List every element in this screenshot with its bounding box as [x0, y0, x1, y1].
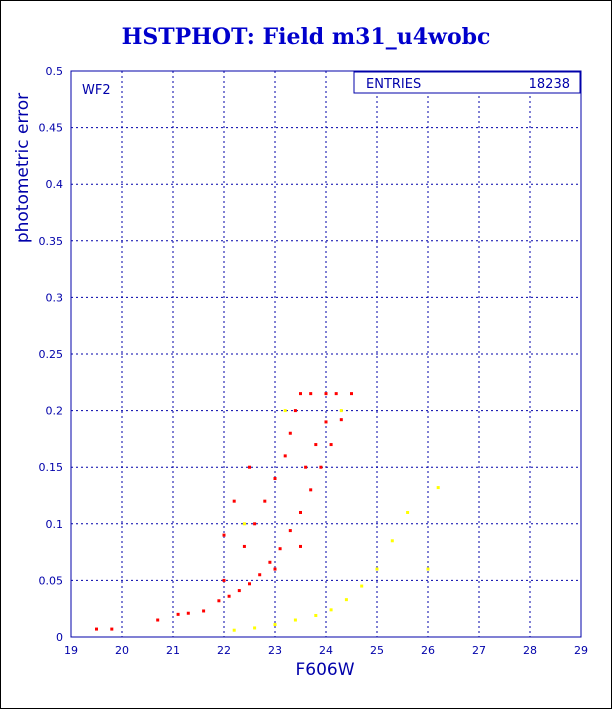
scatter-point [232, 628, 236, 632]
stats-entries-label: ENTRIES [366, 77, 421, 92]
scatter-point [248, 582, 251, 586]
scatter-point [334, 392, 338, 396]
y-tick-label: 0.4 [46, 178, 64, 191]
scatter-point [390, 539, 394, 543]
y-tick-labels: 0 0.05 0.1 0.15 0.2 0.25 0.3 0.35 0.4 0.45 0.5 [39, 65, 64, 644]
x-tick-label: 27 [472, 644, 486, 657]
scatter-point [309, 392, 313, 396]
scatter-point [314, 613, 318, 617]
x-tick-label: 19 [64, 644, 78, 657]
scatter-point [293, 409, 297, 413]
scatter-point [273, 623, 277, 627]
scatter-point [110, 627, 114, 631]
x-tick-label: 26 [421, 644, 435, 657]
panel-label: WF2 [82, 83, 111, 98]
x-tick-label: 20 [115, 644, 129, 657]
scatter-point [329, 608, 333, 612]
scatter-point [339, 418, 343, 422]
data-points [95, 392, 440, 632]
scatter-point [426, 567, 430, 571]
x-tick-label: 29 [574, 644, 588, 657]
scatter-point [253, 522, 257, 526]
x-tick-label: 24 [319, 644, 333, 657]
y-tick-label: 0.05 [39, 574, 64, 587]
scatter-point [360, 584, 364, 588]
scatter-point [299, 510, 302, 514]
scatter-point [319, 465, 323, 469]
x-tick-label: 25 [370, 644, 384, 657]
scatter-point [217, 599, 221, 603]
stats-entries-value: 18238 [529, 77, 570, 92]
scatter-point [242, 544, 246, 548]
plot-area [70, 70, 582, 638]
scatter-point [202, 609, 206, 613]
scatter-point [95, 627, 98, 631]
scatter-point [242, 522, 246, 526]
y-tick-label: 0.35 [39, 235, 64, 248]
scatter-point [288, 431, 292, 435]
grid-lines [70, 70, 582, 638]
y-tick-label: 0.25 [39, 348, 64, 361]
y-tick-label: 0.3 [46, 291, 64, 304]
scatter-point [324, 420, 328, 424]
x-tick-label: 22 [217, 644, 231, 657]
scatter-point [299, 544, 302, 548]
chart-title: HSTPHOT: Field m31_u4wobc [121, 24, 491, 50]
scatter-point [283, 454, 287, 458]
y-tick-label: 0.5 [46, 65, 64, 78]
scatter-point [406, 510, 410, 514]
scatter-point [314, 443, 318, 447]
scatter-point [156, 618, 160, 622]
scatter-point [329, 443, 333, 447]
scatter-point [299, 392, 302, 396]
x-tick-labels: 19 20 21 22 23 24 25 26 27 28 29 [64, 644, 588, 657]
scatter-point [222, 578, 226, 582]
x-tick-label: 23 [268, 644, 282, 657]
scatter-point [232, 499, 236, 503]
scatter-point [258, 573, 262, 577]
scatter-point [350, 392, 353, 396]
scatter-point [375, 567, 379, 571]
scatter-point [273, 477, 277, 481]
x-tick-label: 28 [523, 644, 537, 657]
scatter-point [288, 529, 292, 533]
y-tick-label: 0.2 [46, 405, 64, 418]
scatter-point [304, 465, 308, 469]
scatter-point [227, 594, 231, 598]
scatter-point [324, 392, 328, 396]
y-tick-label: 0.45 [39, 122, 64, 135]
scatter-point [268, 560, 272, 564]
scatter-point [248, 465, 251, 469]
scatter-point [263, 499, 267, 503]
y-tick-label: 0.1 [46, 518, 64, 531]
scatter-point [278, 547, 282, 551]
scatter-point [436, 486, 440, 490]
y-axis-label: photometric error [13, 93, 33, 243]
stats-box: ENTRIES 18238 [353, 71, 581, 94]
scatter-point [237, 589, 241, 593]
scatter-point [283, 409, 287, 413]
scatter-point [222, 533, 226, 537]
scatter-point [253, 626, 257, 630]
x-axis-label: F606W [295, 660, 354, 680]
y-tick-label: 0.15 [39, 461, 64, 474]
scatter-point [309, 488, 313, 492]
scatter-point [176, 612, 180, 616]
scatter-point [186, 611, 190, 615]
scatter-point [293, 618, 297, 622]
scatter-point [339, 409, 343, 413]
scatter-point [273, 567, 277, 571]
x-tick-label: 21 [166, 644, 180, 657]
scatter-point [344, 598, 348, 602]
y-tick-label: 0 [56, 631, 63, 644]
